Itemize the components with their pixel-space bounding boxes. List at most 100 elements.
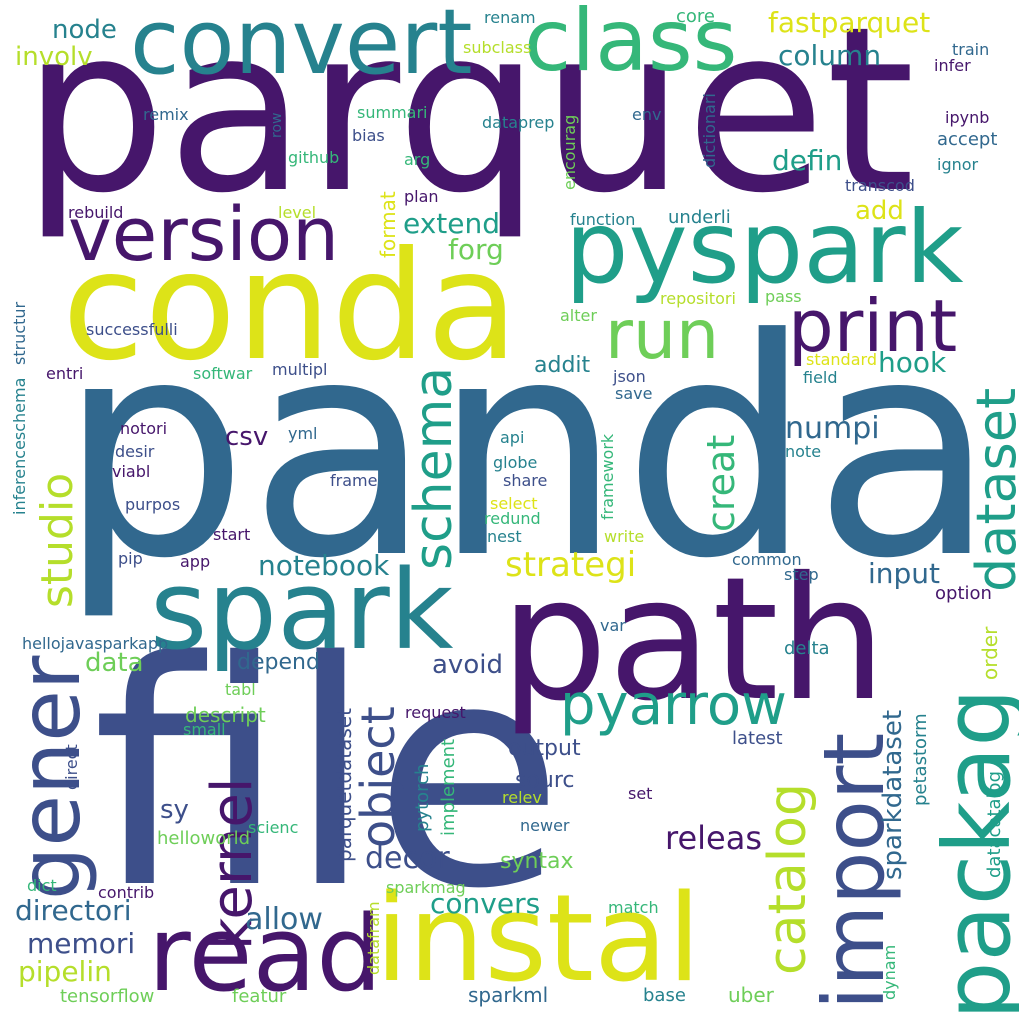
word: transcod: [845, 176, 915, 195]
word: schema: [404, 366, 464, 570]
word: remix: [143, 105, 189, 124]
word: directori: [15, 894, 132, 927]
word: scienc: [248, 818, 299, 837]
word: avoid: [432, 650, 503, 680]
word: datafram: [364, 901, 383, 975]
word: save: [615, 384, 653, 403]
word: hook: [878, 346, 947, 379]
word: sparkdataset: [878, 709, 908, 880]
word: print: [788, 284, 958, 368]
word: note: [785, 442, 822, 461]
word: pyarrow: [560, 673, 787, 738]
word: delta: [784, 638, 830, 659]
word: petastorm: [910, 713, 931, 806]
word: set: [628, 784, 653, 803]
word: strategi: [505, 545, 637, 585]
word: start: [213, 525, 251, 544]
word: notori: [120, 419, 168, 438]
word: select: [490, 494, 538, 513]
word: dynam: [880, 944, 899, 1000]
word: globe: [493, 453, 538, 472]
word: helloworld: [157, 828, 251, 849]
word: output: [508, 736, 581, 761]
word: format: [376, 191, 400, 258]
word: conda: [62, 220, 519, 394]
word: implement: [438, 738, 459, 836]
word: var: [600, 616, 626, 635]
word: redund: [484, 509, 541, 528]
word: yml: [288, 424, 318, 443]
word: step: [784, 565, 819, 584]
word: framework: [598, 433, 617, 520]
word: small: [183, 720, 226, 739]
word: numpi: [785, 411, 880, 446]
word: tensorflow: [60, 986, 155, 1007]
word: successfulli: [86, 320, 178, 339]
word: newer: [520, 816, 570, 835]
word: field: [803, 368, 838, 387]
word: arg: [404, 150, 431, 169]
word: direct: [62, 744, 81, 790]
word: underli: [668, 207, 731, 228]
word: descript: [185, 703, 266, 727]
word: sy: [160, 795, 189, 825]
word: multipl: [272, 360, 328, 379]
word: fastparquet: [768, 6, 931, 39]
word: datacatalog: [984, 771, 1005, 878]
word: involv: [15, 42, 93, 72]
word: extend: [403, 207, 501, 240]
word: summari: [357, 103, 428, 122]
word: common: [732, 550, 802, 569]
word: convert: [130, 0, 473, 95]
word: api: [500, 428, 525, 447]
word: app: [180, 552, 211, 571]
word: input: [868, 557, 941, 590]
word: viabl: [112, 462, 151, 481]
word: parquetdataset: [332, 708, 356, 862]
word: softwar: [193, 364, 253, 383]
word: renam: [484, 8, 536, 27]
word: sparkml: [468, 983, 549, 1007]
word: data: [85, 648, 144, 678]
word: pyspark: [565, 189, 964, 306]
word: write: [604, 527, 645, 546]
word: pip: [118, 549, 143, 568]
word: json: [613, 367, 646, 386]
word: defin: [772, 144, 843, 177]
word: frame: [330, 471, 378, 490]
word: structur: [10, 301, 29, 365]
word: tabl: [225, 680, 256, 699]
word: train: [952, 40, 990, 59]
word: notebook: [258, 549, 390, 582]
word: column: [778, 39, 882, 72]
word: decor: [365, 841, 450, 876]
word: sourc: [515, 768, 575, 793]
word: sparkmag: [386, 878, 466, 897]
word: catalog: [758, 783, 818, 975]
word: contrib: [98, 883, 155, 902]
word: read: [148, 893, 383, 1015]
word: desir: [115, 442, 155, 461]
word: depend: [237, 650, 320, 675]
word: level: [278, 203, 317, 222]
word: relev: [502, 788, 542, 807]
word: function: [570, 210, 636, 229]
word: ipynb: [945, 108, 990, 127]
word: rebuild: [68, 203, 124, 222]
word: encourag: [560, 114, 579, 190]
word: share: [503, 471, 548, 490]
word: entri: [46, 364, 84, 383]
word: spark: [150, 546, 454, 674]
word: dict: [27, 876, 57, 895]
word: class: [524, 0, 738, 91]
word: memori: [27, 927, 136, 960]
word: path: [500, 541, 887, 739]
word: core: [676, 6, 715, 27]
word: csv: [225, 422, 269, 452]
word: purpos: [125, 495, 181, 514]
word: pipelin: [18, 955, 112, 988]
word: env: [632, 105, 662, 124]
word: dictionari: [700, 93, 719, 168]
word: creat: [699, 434, 743, 532]
